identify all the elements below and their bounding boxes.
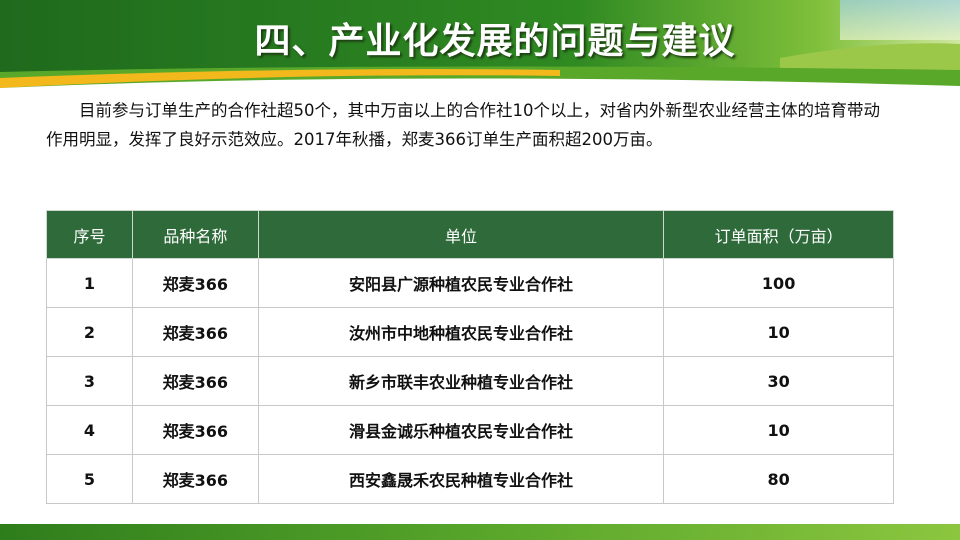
cell-variety: 郑麦366: [131, 258, 259, 308]
cell-area: 10: [663, 405, 894, 455]
table-row: 5 郑麦366 西安鑫晟禾农民种植专业合作社 80: [46, 454, 894, 504]
page-title: 四、产业化发展的问题与建议: [254, 21, 736, 62]
cell-area: 80: [663, 454, 894, 504]
header-unit: 单位: [257, 210, 665, 259]
order-table: 序号 品种名称 单位 订单面积（万亩） 1 郑麦366 安阳县广源种植农民专业合作社…: [46, 210, 894, 504]
header-index: 序号: [46, 210, 133, 259]
cell-unit: 汝州市中地种植农民专业合作社: [257, 307, 665, 357]
cell-area: 100: [663, 258, 894, 308]
cell-variety: 郑麦366: [131, 356, 259, 406]
bottom-green-band: [0, 524, 960, 540]
table-row: 3 郑麦366 新乡市联丰农业种植专业合作社 30: [46, 356, 894, 406]
header-area: 订单面积（万亩）: [663, 210, 894, 259]
cell-unit: 安阳县广源种植农民专业合作社: [257, 258, 665, 308]
table-header-row: 序号 品种名称 单位 订单面积（万亩）: [46, 210, 894, 259]
cell-unit: 滑县金诚乐种植农民专业合作社: [257, 405, 665, 455]
cell-area: 30: [663, 356, 894, 406]
intro-paragraph: 目前参与订单生产的合作社超50个，其中万亩以上的合作社10个以上，对省内外新型农…: [46, 101, 880, 149]
cell-area: 10: [663, 307, 894, 357]
cell-index: 1: [46, 258, 133, 308]
cell-index: 4: [46, 405, 133, 455]
header-variety: 品种名称: [131, 210, 259, 259]
table-row: 1 郑麦366 安阳县广源种植农民专业合作社 100: [46, 258, 894, 308]
cell-index: 2: [46, 307, 133, 357]
banner-background: [0, 0, 960, 90]
cell-index: 3: [46, 356, 133, 406]
title-banner: 四、产业化发展的问题与建议: [0, 0, 960, 90]
cell-variety: 郑麦366: [131, 405, 259, 455]
table-row: 4 郑麦366 滑县金诚乐种植农民专业合作社 10: [46, 405, 894, 455]
cell-variety: 郑麦366: [131, 454, 259, 504]
cell-unit: 新乡市联丰农业种植专业合作社: [257, 356, 665, 406]
table-row: 2 郑麦366 汝州市中地种植农民专业合作社 10: [46, 307, 894, 357]
cell-unit: 西安鑫晟禾农民种植专业合作社: [257, 454, 665, 504]
cell-variety: 郑麦366: [131, 307, 259, 357]
cell-index: 5: [46, 454, 133, 504]
